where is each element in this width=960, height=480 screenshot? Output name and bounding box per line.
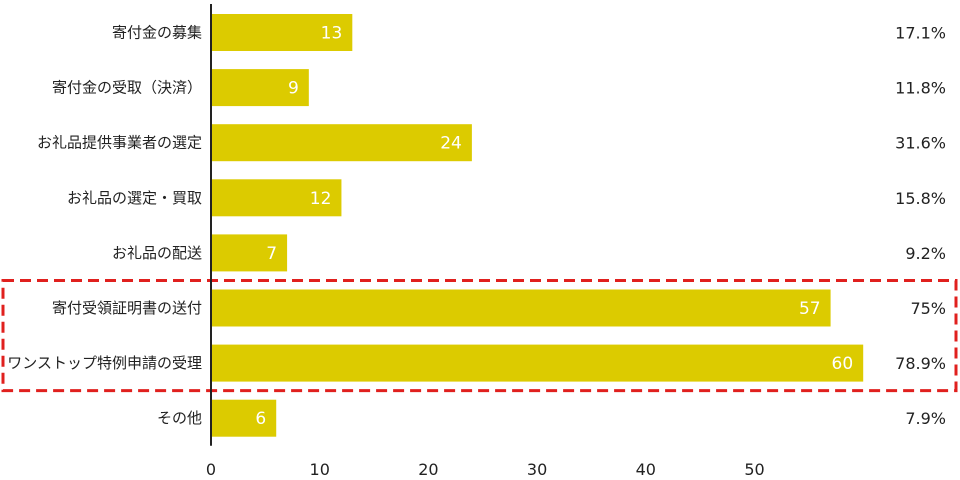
bar xyxy=(211,69,309,107)
percentage-label: 75% xyxy=(910,299,946,318)
x-tick-label: 40 xyxy=(636,460,656,479)
category-label: お礼品の選定・買取 xyxy=(67,189,202,207)
labels-layer: 寄付金の募集 13 17.1% 寄付金の受取（決済） 9 11.8% お礼品提供事業者の選定… xyxy=(7,24,946,430)
category-label: その他 xyxy=(157,409,202,427)
value-label: 7 xyxy=(266,244,277,264)
category-label: 寄付受領証明書の送付 xyxy=(52,299,202,317)
bars-layer xyxy=(211,14,864,437)
x-tick-label: 50 xyxy=(744,460,764,479)
bar xyxy=(211,234,288,272)
x-tick-label: 10 xyxy=(310,460,330,479)
highlight-box xyxy=(1,279,958,393)
percentage-label: 15.8% xyxy=(895,189,946,208)
percentage-label: 9.2% xyxy=(905,244,946,263)
bar xyxy=(211,289,831,327)
category-label: ワンストップ特例申請の受理 xyxy=(7,354,202,372)
highlight-layer xyxy=(1,279,958,393)
bar xyxy=(211,124,472,162)
bar xyxy=(211,399,277,437)
x-tick-label: 0 xyxy=(206,460,216,479)
category-label: お礼品提供事業者の選定 xyxy=(37,134,202,152)
bar xyxy=(211,179,342,217)
value-label: 57 xyxy=(799,299,821,319)
percentage-label: 7.9% xyxy=(905,409,946,428)
value-label: 13 xyxy=(321,24,343,44)
bar xyxy=(211,14,353,51)
percentage-label: 78.9% xyxy=(895,354,946,373)
percentage-label: 11.8% xyxy=(895,79,946,98)
value-label: 12 xyxy=(310,189,332,209)
value-label: 24 xyxy=(440,134,462,154)
percentage-label: 17.1% xyxy=(895,24,946,43)
category-label: 寄付金の募集 xyxy=(112,24,202,42)
category-label: お礼品の配送 xyxy=(112,244,202,262)
value-label: 9 xyxy=(288,79,299,99)
x-tick-label: 20 xyxy=(418,460,438,479)
value-label: 60 xyxy=(832,354,854,374)
value-label: 6 xyxy=(255,409,266,429)
percentage-label: 31.6% xyxy=(895,134,946,153)
bar xyxy=(211,344,864,382)
category-label: 寄付金の受取（決済） xyxy=(52,79,202,97)
axis-layer: 0 10 20 30 40 50 xyxy=(206,4,765,479)
x-tick-label: 30 xyxy=(527,460,547,479)
